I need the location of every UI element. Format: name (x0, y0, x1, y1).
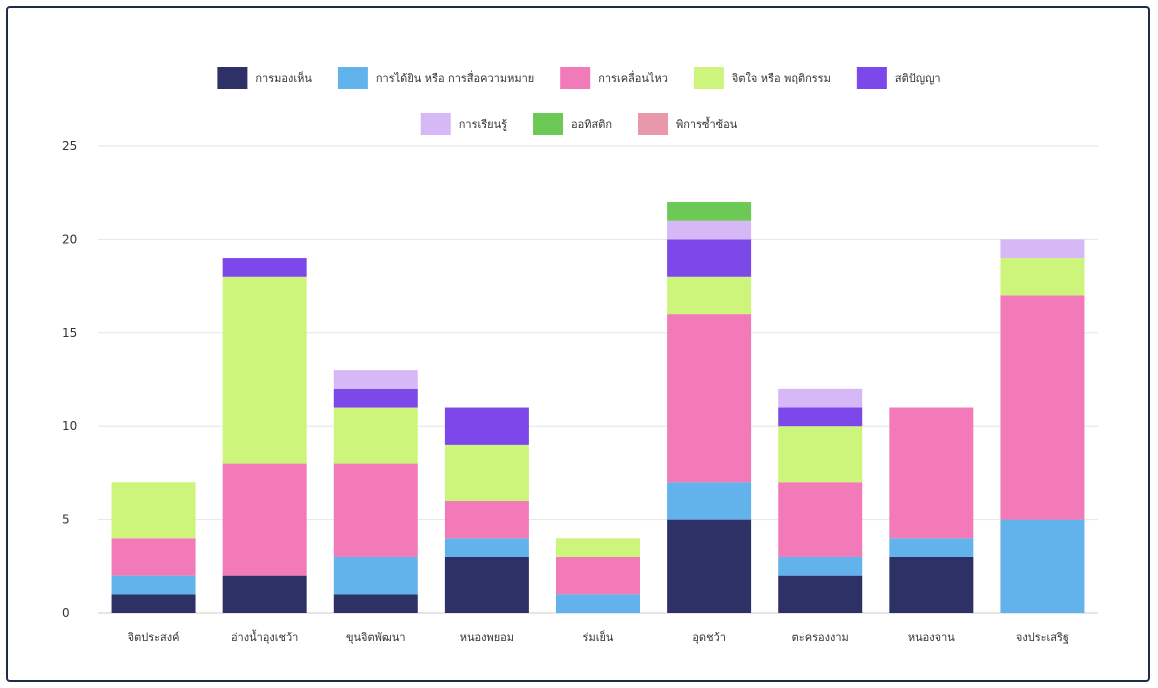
bar-segment (667, 314, 752, 483)
bar-segment (667, 519, 752, 613)
bar-segment (667, 276, 752, 315)
legend-item: สติปัญญา (856, 67, 941, 89)
y-tick-label: 25 (62, 139, 77, 153)
bar-segment (1000, 258, 1085, 296)
bar-segment (778, 482, 863, 557)
legend-label: สติปัญญา (895, 72, 941, 85)
x-tick-label: หนองจาน (908, 631, 955, 644)
bar-segment (556, 556, 640, 595)
bar-segment (333, 407, 418, 464)
legend-swatch (420, 113, 451, 135)
legend-item: พิการซ้ำซ้อน (638, 113, 738, 135)
bar-segment (1000, 239, 1085, 259)
bar-segment (778, 426, 863, 483)
legend: การมองเห็น การได้ยิน หรือ การสื่อความหมาย… (217, 67, 941, 135)
y-axis-ticks: 0 5 10 15 20 25 (62, 139, 77, 620)
bar-segment (222, 463, 307, 576)
bar-segment (1000, 519, 1085, 613)
legend-item: การเคลื่อนไหว (560, 67, 668, 89)
legend-swatch (856, 67, 887, 89)
bar-segment (333, 556, 418, 595)
bar-segment (778, 575, 863, 613)
legend-swatch (217, 67, 248, 89)
y-tick-label: 10 (62, 419, 77, 433)
x-tick-label: ร่มเย็น (583, 630, 614, 644)
y-tick-label: 5 (62, 513, 70, 527)
bar-segment (778, 388, 863, 408)
legend-swatch (693, 67, 724, 89)
x-tick-label: จงประเสริฐ (1016, 631, 1069, 644)
bar-segment (667, 220, 752, 240)
bar-segment (444, 500, 529, 539)
legend-swatch (533, 113, 564, 135)
bar-segment (333, 388, 418, 408)
bar-segment (667, 482, 752, 520)
bar-segment (556, 594, 640, 613)
bar-segment (222, 276, 307, 464)
legend-label: พิการซ้ำซ้อน (676, 116, 738, 131)
bar-segment (222, 258, 307, 277)
bar-segment (889, 407, 974, 539)
x-tick-label: หนองพยอม (460, 631, 514, 644)
bar-segment (889, 538, 974, 557)
bar-segment (111, 594, 196, 613)
bar-segment (667, 239, 752, 277)
legend-item: การได้ยิน หรือ การสื่อความหมาย (337, 67, 534, 89)
x-tick-label: จิตประสงค์ (127, 631, 179, 644)
bar-segment (111, 538, 196, 576)
bar-segment (333, 594, 418, 613)
legend-label: จิตใจ หรือ พฤติกรรม (731, 72, 831, 85)
bar-segment (111, 482, 196, 539)
bar-segment (778, 556, 863, 576)
bar-segment (444, 407, 529, 445)
legend-swatch (337, 67, 368, 89)
bar-segment (1000, 295, 1085, 520)
legend-swatch (560, 67, 591, 89)
legend-item: จิตใจ หรือ พฤติกรรม (693, 67, 831, 89)
bar-segment (444, 444, 529, 501)
x-tick-label: ขุนจิตพัฒนา (346, 631, 406, 644)
legend-item: การมองเห็น (217, 67, 312, 89)
bar-segment (333, 463, 418, 557)
bar-segment (444, 538, 529, 557)
y-tick-label: 0 (62, 606, 70, 620)
bar-segment (444, 556, 529, 613)
legend-label: การได้ยิน หรือ การสื่อความหมาย (376, 70, 534, 85)
legend-label: การเรียนรู้ (459, 118, 507, 131)
bars (111, 202, 1085, 613)
bar-segment (556, 538, 640, 557)
legend-item: การเรียนรู้ (420, 113, 507, 135)
bar-segment (778, 407, 863, 427)
x-axis-labels: จิตประสงค์ อ่างน้ำอุงเชว้า ขุนจิตพัฒนา หนอง… (127, 629, 1069, 644)
bar-segment (222, 575, 307, 613)
bar-segment (111, 575, 196, 595)
x-tick-label: อ่างน้ำอุงเชว้า (231, 629, 298, 644)
bar-segment (889, 556, 974, 613)
legend-swatch (638, 113, 669, 135)
y-tick-label: 20 (62, 232, 77, 246)
x-tick-label: ตะครองงาม (792, 631, 849, 644)
legend-label: การมองเห็น (255, 71, 312, 85)
legend-label: ออทิสติก (571, 118, 612, 131)
legend-item: ออทิสติก (533, 113, 612, 135)
y-tick-label: 15 (62, 326, 77, 340)
legend-label: การเคลื่อนไหว (598, 70, 668, 85)
x-tick-label: อุดชว้า (692, 631, 726, 644)
bar-segment (667, 202, 752, 221)
bar-segment (333, 370, 418, 389)
